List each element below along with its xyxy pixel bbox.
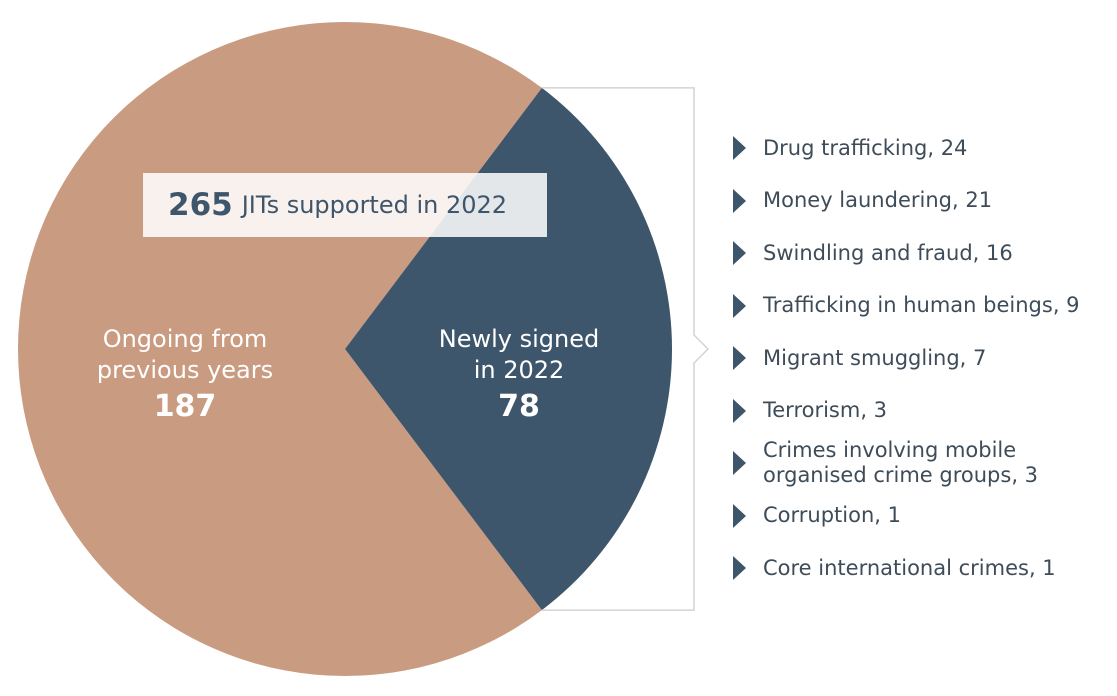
arrow-right-icon [733,241,746,266]
breakdown-label: Trafficking in human beings, 9 [763,293,1080,318]
breakdown-label-line2: organised crime groups, 3 [763,463,1039,488]
breakdown-item-migrant-smuggling: Migrant smuggling, 7 [733,332,1117,385]
total-jits-label: JITs supported in 2022 [241,191,508,219]
slice-value-ongoing: 187 [153,389,217,424]
slice-label-ongoing-line1: Ongoing from [102,325,268,353]
breakdown-label: Money laundering, 21 [763,188,993,213]
pie-slice-newly-signed [345,87,672,611]
arrow-right-icon [733,451,746,476]
arrow-right-icon [733,398,746,423]
slice-value-newly-signed: 78 [498,389,540,424]
breakdown-bracket [541,87,710,611]
arrow-right-icon [733,346,746,371]
breakdown-label: Terrorism, 3 [763,398,888,423]
breakdown-label-line1: Crimes involving mobile [763,438,1017,463]
breakdown-item-money-laundering: Money laundering, 21 [733,175,1117,228]
breakdown-item-terrorism: Terrorism, 3 [733,385,1117,438]
slice-label-ongoing-line2: previous years [96,356,274,384]
breakdown-item-mobile-ocg: Crimes involving mobile organised crime … [733,437,1117,490]
total-jits-box: 265 JITs supported in 2022 [143,173,547,237]
arrow-right-icon [733,293,746,318]
slice-label-new-line1: Newly signed [438,325,600,353]
breakdown-label: Drug trafficking, 24 [763,135,968,160]
breakdown-label: Migrant smuggling, 7 [763,345,987,370]
total-jits-value: 265 [168,187,233,223]
breakdown-item-swindling-fraud: Swindling and fraud, 16 [733,227,1117,280]
breakdown-item-drug-trafficking: Drug trafficking, 24 [733,122,1117,175]
arrow-right-icon [733,188,746,213]
breakdown-label: Swindling and fraud, 16 [763,240,1013,265]
slice-label-ongoing: Ongoing from previous years 187 [70,324,300,428]
breakdown-label: Crimes involving mobile organised crime … [763,438,1038,488]
breakdown-label: Corruption, 1 [763,503,901,528]
breakdown-item-human-trafficking: Trafficking in human beings, 9 [733,280,1117,333]
arrow-right-icon [733,136,746,161]
breakdown-item-corruption: Corruption, 1 [733,490,1117,543]
slice-label-new-line2: in 2022 [473,356,565,384]
breakdown-item-core-international-crimes: Core international crimes, 1 [733,542,1117,595]
breakdown-list: Drug trafficking, 24 Money laundering, 2… [733,122,1117,595]
breakdown-label: Core international crimes, 1 [763,555,1056,580]
arrow-right-icon [733,503,746,528]
slice-label-newly-signed: Newly signed in 2022 78 [404,324,634,428]
arrow-right-icon [733,556,746,581]
